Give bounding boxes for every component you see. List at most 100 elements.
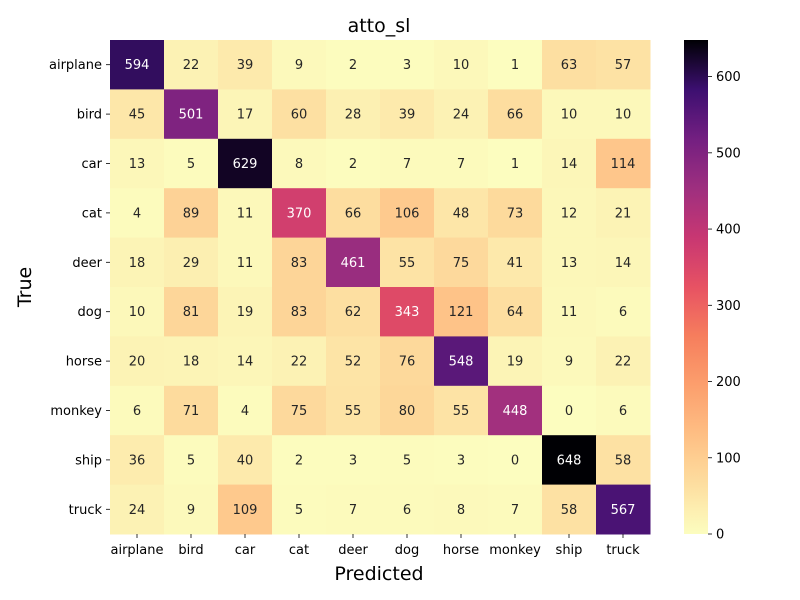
heatmap-cell — [164, 287, 219, 337]
heatmap-cell — [434, 435, 489, 486]
cell-value-label: 461 — [341, 256, 366, 271]
cell-value-label: 7 — [511, 503, 519, 518]
heatmap-cell — [542, 336, 597, 387]
heatmap-cell — [488, 336, 543, 387]
cell-value-label: 73 — [507, 206, 524, 221]
heatmap-cell — [596, 40, 651, 90]
cell-value-label: 64 — [507, 305, 524, 320]
x-tick-label: bird — [178, 543, 203, 558]
colorbar-ticks: 0 100 200 300 400 500 600 — [708, 70, 741, 543]
heatmap-cell — [380, 138, 435, 189]
cell-value-label: 8 — [295, 157, 303, 172]
cell-value-label: 76 — [399, 355, 416, 370]
heatmap-cell — [326, 484, 381, 535]
heatmap-cell — [326, 40, 381, 90]
cell-value-label: 20 — [129, 355, 146, 370]
heatmap-cell — [272, 89, 327, 140]
x-tick-labels: airplane bird car cat deer dog horse monkey ship… — [111, 534, 640, 558]
heatmap-cell — [218, 138, 273, 189]
cell-value-label: 63 — [561, 58, 578, 73]
heatmap-cell — [218, 188, 273, 239]
heatmap-cell — [110, 40, 165, 90]
cell-value-label: 28 — [345, 108, 362, 123]
cell-value-label: 2 — [349, 58, 357, 73]
cell-value-label: 10 — [453, 58, 470, 73]
cell-value-label: 13 — [129, 157, 146, 172]
cell-value-label: 48 — [453, 206, 470, 221]
cell-value-label: 7 — [403, 157, 411, 172]
x-tick-label: car — [235, 543, 256, 558]
cell-value-label: 39 — [399, 108, 416, 123]
cell-value-label: 7 — [349, 503, 357, 518]
heatmap-cell — [272, 188, 327, 239]
cell-value-label: 14 — [561, 157, 578, 172]
cell-value-label: 5 — [187, 157, 195, 172]
cell-value-label: 40 — [237, 453, 254, 468]
heatmap-cell — [542, 435, 597, 486]
heatmap-cell — [218, 484, 273, 535]
cell-value-label: 4 — [133, 206, 141, 221]
heatmap-cell — [434, 287, 489, 337]
heatmap-cell — [542, 287, 597, 337]
cell-value-label: 5 — [295, 503, 303, 518]
cell-value-label: 5 — [403, 453, 411, 468]
y-tick-label: truck — [69, 503, 103, 518]
heatmap-cell — [542, 385, 597, 436]
cell-value-label: 19 — [237, 305, 254, 320]
x-tick-label: monkey — [489, 543, 541, 558]
heatmap-cell — [218, 40, 273, 90]
heatmap-cell — [110, 89, 165, 140]
cell-value-label: 109 — [233, 503, 258, 518]
cell-value-label: 14 — [237, 355, 254, 370]
heatmap-cell — [488, 484, 543, 535]
colorbar-tick-label: 100 — [716, 451, 741, 466]
heatmap-cell — [326, 237, 381, 288]
cell-value-label: 370 — [287, 206, 312, 221]
heatmap-cell — [326, 435, 381, 486]
cell-value-label: 58 — [615, 453, 632, 468]
x-axis-label: Predicted — [334, 563, 423, 585]
cell-value-label: 80 — [399, 404, 416, 419]
cell-value-label: 62 — [345, 305, 362, 320]
cell-value-label: 11 — [237, 206, 254, 221]
cell-value-label: 14 — [615, 256, 632, 271]
heatmap-cell — [326, 89, 381, 140]
cell-value-label: 567 — [611, 503, 636, 518]
cell-value-label: 81 — [183, 305, 200, 320]
heatmap-cell — [488, 385, 543, 436]
cell-value-label: 121 — [449, 305, 474, 320]
x-tick-label: cat — [289, 543, 309, 558]
cell-value-label: 45 — [129, 108, 146, 123]
heatmap-cell — [434, 40, 489, 90]
cell-value-label: 11 — [561, 305, 578, 320]
heatmap-cell — [272, 435, 327, 486]
heatmap-cell — [110, 385, 165, 436]
heatmap-cell — [542, 188, 597, 239]
heatmap-cell — [596, 89, 651, 140]
cell-value-label: 17 — [237, 108, 254, 123]
heatmap-cell — [596, 385, 651, 436]
heatmap-cell — [272, 40, 327, 90]
heatmap-cell — [110, 484, 165, 535]
heatmap-cell — [488, 435, 543, 486]
heatmap-cell — [218, 89, 273, 140]
cell-value-label: 594 — [125, 58, 150, 73]
y-tick-label: car — [82, 157, 103, 172]
cell-value-label: 21 — [615, 206, 632, 221]
x-tick-label: horse — [443, 543, 479, 558]
cell-value-label: 1 — [511, 157, 519, 172]
heatmap-cell — [542, 237, 597, 288]
heatmap-cell — [596, 336, 651, 387]
heatmap-cell — [110, 336, 165, 387]
cell-value-label: 1 — [511, 58, 519, 73]
cell-value-label: 12 — [561, 206, 578, 221]
heatmap-cell — [218, 435, 273, 486]
heatmap-cell — [326, 138, 381, 189]
cell-value-label: 55 — [453, 404, 470, 419]
heatmap-cell — [434, 385, 489, 436]
cell-value-label: 18 — [129, 256, 146, 271]
heatmap-cell — [272, 237, 327, 288]
cell-value-label: 0 — [511, 453, 519, 468]
cell-value-label: 10 — [615, 108, 632, 123]
